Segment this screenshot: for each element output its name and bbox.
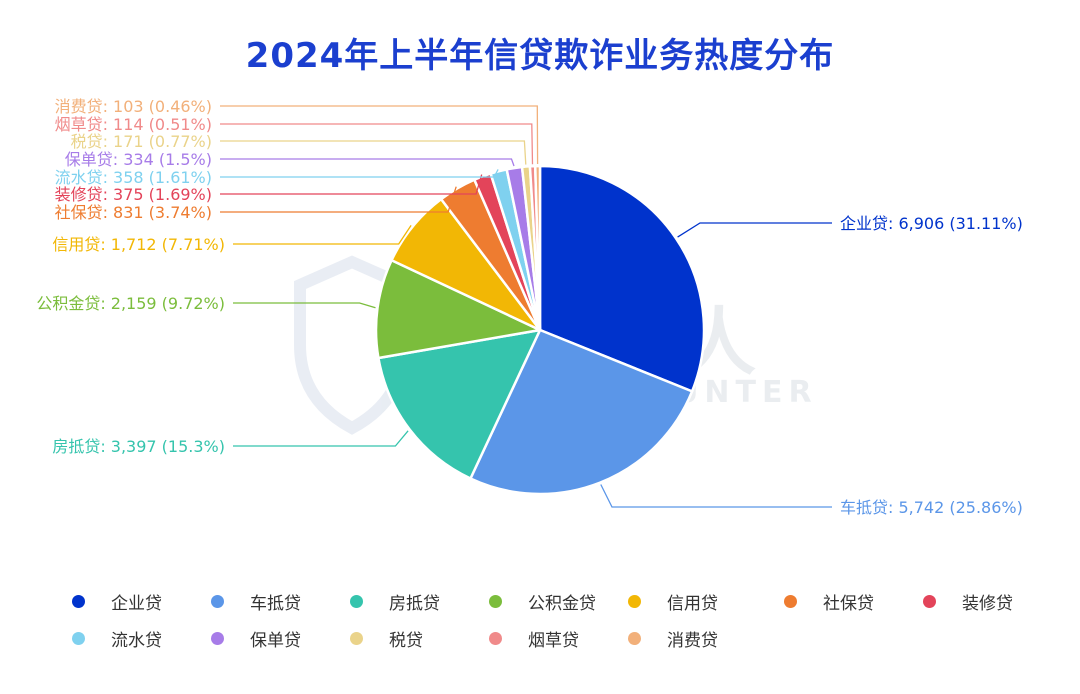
legend-item[interactable]: 流水贷 (72, 626, 162, 651)
legend-label: 社保贷 (823, 594, 874, 614)
legend-label: 装修贷 (962, 594, 1013, 614)
leader-line (233, 430, 409, 447)
slice-data-label: 消费贷: 103 (0.46%) (55, 97, 212, 116)
legend-item[interactable]: 保单贷 (211, 626, 301, 651)
legend-item[interactable]: 公积金贷 (489, 589, 596, 614)
pie-slice[interactable] (538, 164, 706, 393)
legend-dot-icon (784, 595, 797, 608)
legend-dot-icon (350, 595, 363, 608)
legend-item[interactable]: 税贷 (350, 626, 423, 651)
leader-line (677, 222, 832, 238)
legend-item[interactable]: 消费贷 (628, 626, 718, 651)
legend-label: 公积金贷 (528, 594, 596, 614)
leader-line (220, 174, 483, 195)
pie-slice[interactable] (374, 258, 542, 360)
legend-label: 企业贷 (111, 594, 162, 614)
legend-label: 消费贷 (667, 631, 718, 651)
legend-label: 烟草贷 (528, 631, 579, 651)
slice-data-label: 房抵贷: 3,397 (15.3%) (52, 437, 225, 456)
legend-label: 保单贷 (250, 631, 301, 651)
legend-dot-icon (489, 595, 502, 608)
slice-data-label: 社保贷: 831 (3.74%) (55, 203, 212, 222)
legend-dot-icon (72, 632, 85, 645)
legend-dot-icon (72, 595, 85, 608)
chart-title: 2024年上半年信贷欺诈业务热度分布 (245, 36, 835, 76)
slice-data-label: 保单贷: 334 (1.5%) (65, 150, 212, 169)
legend-item[interactable]: 社保贷 (784, 589, 874, 614)
slice-data-label: 信用贷: 1,712 (7.71%) (52, 235, 225, 254)
legend-dot-icon (923, 595, 936, 608)
leader-line (600, 484, 832, 508)
legend-dot-icon (350, 632, 363, 645)
pie-slice[interactable] (469, 328, 694, 496)
legend-dot-icon (211, 632, 224, 645)
legend-label: 税贷 (389, 631, 423, 651)
pie-slice[interactable] (377, 328, 542, 480)
legend-item[interactable]: 车抵贷 (211, 589, 301, 614)
legend-label: 信用贷 (667, 594, 718, 614)
slice-data-label: 公积金贷: 2,159 (9.72%) (36, 294, 225, 313)
slice-data-label: 装修贷: 375 (1.69%) (55, 185, 212, 204)
slice-data-label: 车抵贷: 5,742 (25.86%) (840, 498, 1023, 517)
legend-label: 房抵贷 (389, 594, 440, 614)
pie-slice[interactable] (533, 164, 542, 332)
leader-line (220, 186, 457, 213)
slice-data-label: 流水贷: 358 (1.61%) (55, 168, 212, 187)
leader-line (220, 105, 539, 165)
legend-item[interactable]: 装修贷 (923, 589, 1013, 614)
leader-line (220, 158, 515, 167)
legend-item[interactable]: 房抵贷 (350, 589, 440, 614)
slice-data-label: 企业贷: 6,906 (31.11%) (840, 214, 1023, 233)
legend-item[interactable]: 烟草贷 (489, 626, 579, 651)
leader-line (233, 225, 412, 245)
legend-label: 车抵贷 (250, 594, 301, 614)
leader-line (220, 123, 534, 165)
legend-label: 流水贷 (111, 631, 162, 651)
leader-line (220, 140, 527, 165)
slice-data-label: 税贷: 171 (0.77%) (71, 132, 212, 151)
legend-dot-icon (489, 632, 502, 645)
legend-item[interactable]: 信用贷 (628, 589, 718, 614)
slice-data-label: 烟草贷: 114 (0.51%) (55, 115, 212, 134)
leader-line (220, 169, 499, 178)
legend-dot-icon (211, 595, 224, 608)
legend-item[interactable]: 企业贷 (72, 589, 162, 614)
leader-line (233, 302, 376, 309)
legend-dot-icon (628, 595, 641, 608)
legend-dot-icon (628, 632, 641, 645)
